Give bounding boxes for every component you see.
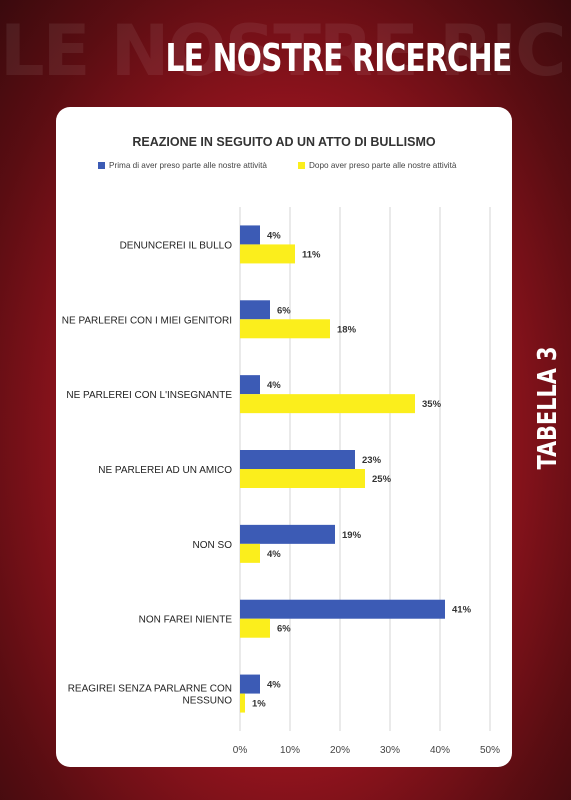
data-label: 23%	[362, 455, 382, 466]
legend-item-before: Prima di aver preso parte alle nostre at…	[98, 161, 267, 170]
bar-after	[240, 244, 295, 264]
data-label: 6%	[277, 624, 291, 635]
chart-legend: Prima di aver preso parte alle nostre at…	[56, 161, 512, 175]
data-label: 11%	[302, 249, 321, 260]
category-label: REAGIREI SENZA PARLARNE CON	[68, 684, 232, 695]
category-label: NE PARLEREI AD UN AMICO	[98, 465, 232, 476]
bar-chart-plot: 0% 10% 20% 30% 40% 50% DENUNCEREI IL BULLO 4% 11…	[62, 207, 500, 756]
category-label: NE PARLEREI CON I MIEI GENITORI	[62, 315, 232, 326]
x-tick-label: 20%	[330, 745, 350, 756]
chart-title: REAZIONE IN SEGUITO AD UN ATTO DI BULLIS…	[132, 135, 436, 149]
bar-after	[240, 319, 330, 339]
data-label: 4%	[267, 230, 281, 241]
bar-after	[240, 394, 415, 414]
data-label: 4%	[267, 680, 281, 691]
bar-before	[240, 375, 260, 395]
x-tick-label: 50%	[480, 745, 500, 756]
legend-label-after: Dopo aver preso parte alle nostre attivi…	[309, 161, 457, 170]
x-tick-label: 40%	[430, 745, 450, 756]
bar-before	[240, 599, 445, 619]
data-label: 4%	[267, 549, 281, 560]
legend-swatch-before	[98, 162, 105, 169]
bar-before	[240, 300, 270, 320]
legend-label-before: Prima di aver preso parte alle nostre at…	[109, 161, 267, 170]
data-label: 4%	[267, 380, 281, 391]
category-label: NON SO	[193, 540, 233, 551]
category-label: NE PARLEREI CON L'INSEGNANTE	[66, 390, 232, 401]
x-tick-label: 0%	[233, 745, 248, 756]
data-label: 6%	[277, 305, 291, 316]
data-label: 19%	[342, 530, 362, 541]
category-label: DENUNCEREI IL BULLO	[120, 240, 233, 251]
data-label: 1%	[252, 699, 266, 710]
table-number-label: TABELLA 3	[533, 346, 563, 470]
page-title: LE NOSTRE RICERCHE	[165, 36, 512, 80]
chart-card: REAZIONE IN SEGUITO AD UN ATTO DI BULLIS…	[56, 107, 512, 767]
bar-before	[240, 674, 260, 694]
bar-after	[240, 469, 365, 488]
x-tick-label: 30%	[380, 745, 400, 756]
data-label: 18%	[337, 324, 357, 335]
bar-before	[240, 225, 260, 245]
legend-swatch-after	[298, 162, 305, 169]
bar-after	[240, 693, 245, 713]
bar-before	[240, 450, 355, 469]
background-watermark-text: LE NOSTRE RICERCHE	[0, 10, 571, 92]
bar-after	[240, 618, 270, 638]
category-label: NESSUNO	[183, 696, 233, 707]
data-label: 35%	[422, 399, 442, 410]
data-label: 41%	[452, 605, 472, 616]
x-tick-label: 10%	[280, 745, 300, 756]
data-label: 25%	[372, 474, 392, 485]
bar-before	[240, 524, 335, 544]
category-label: NON FAREI NIENTE	[139, 615, 233, 626]
bar-after	[240, 543, 260, 563]
legend-item-after: Dopo aver preso parte alle nostre attivi…	[298, 161, 456, 170]
